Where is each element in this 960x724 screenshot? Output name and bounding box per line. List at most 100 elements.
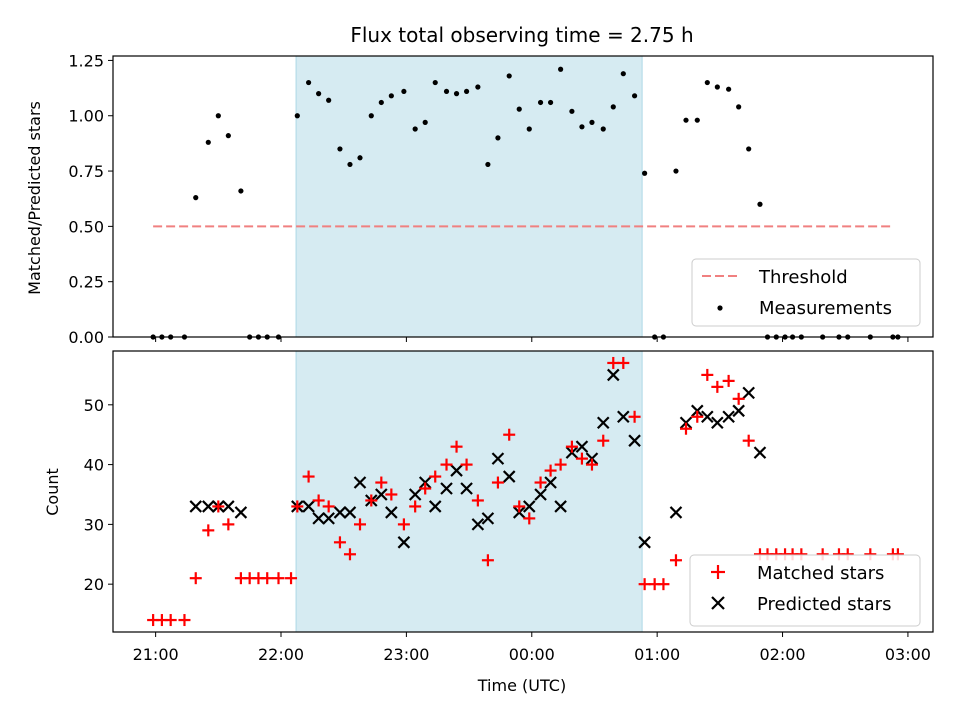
measurement-point: [422, 119, 428, 125]
matched-star-marker: [544, 464, 557, 477]
measurement-point: [746, 146, 752, 152]
matched-star-marker: [597, 434, 610, 447]
measurement-point: [558, 66, 564, 72]
predicted-star-marker: [234, 506, 248, 519]
predicted-star-marker: [669, 506, 683, 519]
count-legend: Matched stars Predicted stars: [689, 554, 921, 627]
count-y-label: Count: [43, 468, 62, 516]
count-panel: 20 30 40 50 21:00 22:00 23:00 00:00 01:00 02:00 0…: [43, 350, 934, 695]
count-y-tick-label: 40: [84, 456, 104, 475]
measurement-point: [569, 108, 575, 114]
predicted-star-marker: [502, 470, 516, 483]
matched-star-marker: [657, 578, 670, 591]
measurement-point: [453, 91, 460, 97]
matched-star-marker: [565, 440, 578, 453]
measurement-point: [757, 201, 763, 207]
ratio-y-tick-label: 1.00: [68, 107, 104, 126]
ratio-y-tick-label: 1.25: [68, 51, 104, 70]
measurement-point: [432, 79, 438, 86]
measurement-points: [150, 66, 901, 340]
measurement-point: [294, 113, 300, 119]
matched-star-marker: [711, 380, 724, 393]
matched-star-marker: [628, 410, 641, 423]
predicted-star-marker: [753, 446, 767, 459]
matched-star-marker: [691, 410, 704, 423]
predicted-star-marker: [353, 476, 367, 489]
measurement-point: [516, 106, 522, 112]
matched-star-marker: [272, 572, 285, 585]
count-y-tick-label: 50: [84, 396, 104, 415]
count-x-ticks: 21:00 22:00 23:00 00:00 01:00 02:00 03:00: [133, 632, 931, 664]
matched-star-marker: [450, 440, 463, 453]
predicted-star-marker: [628, 434, 641, 447]
predicted-star-marker: [189, 500, 203, 513]
matched-stars-legend-swatch: [711, 565, 725, 579]
measurement-point: [443, 88, 450, 95]
ratio-legend-box: [691, 258, 921, 327]
measurement-point: [368, 113, 374, 119]
ratio-y-tick-label: 0.25: [68, 273, 104, 292]
measurement-point: [704, 79, 710, 86]
count-y-tick-label: 30: [84, 515, 104, 534]
predicted-star-marker: [460, 482, 473, 495]
predicted-star-marker: [333, 506, 347, 519]
measurement-point: [631, 93, 638, 99]
count-y-tick-label: 20: [84, 575, 104, 594]
predicted-star-marker: [440, 482, 453, 495]
predicted-star-marker: [575, 440, 589, 453]
measurement-point: [305, 79, 312, 86]
predicted-star-marker: [522, 500, 536, 513]
predicted-star-marker: [322, 512, 335, 525]
measurement-point: [694, 117, 700, 123]
matched-star-marker: [409, 500, 422, 513]
matched-star-marker: [375, 476, 388, 489]
count-x-tick-label: 21:00: [133, 645, 179, 664]
matched-star-marker: [742, 434, 755, 447]
matched-star-marker: [554, 458, 567, 471]
matched-star-marker: [701, 368, 714, 381]
measurement-point: [506, 73, 512, 79]
predicted-star-marker: [711, 416, 724, 430]
matched-star-marker: [575, 452, 588, 465]
count-x-tick-label: 00:00: [509, 645, 555, 664]
measurement-point: [683, 117, 689, 123]
predicted-star-marker: [742, 386, 755, 400]
measurement-point: [205, 139, 211, 145]
matched-star-marker: [722, 374, 735, 387]
predicted-star-marker: [202, 500, 215, 513]
predicted-star-marker: [617, 410, 630, 424]
matched-star-marker: [164, 614, 177, 627]
measurement-point: [388, 93, 394, 99]
predicted-star-marker: [385, 506, 398, 519]
matched-star-marker: [343, 548, 356, 561]
count-x-label: Time (UTC): [477, 676, 566, 695]
count-x-tick-label: 03:00: [885, 645, 931, 664]
ratio-y-label: Matched/Predicted stars: [25, 101, 44, 295]
predicted-star-marker: [343, 506, 357, 519]
measurement-point: [620, 71, 626, 77]
matched-star-marker: [302, 470, 315, 483]
predicted-star-marker: [732, 404, 745, 418]
predicted-star-marker: [302, 500, 315, 513]
matched-star-marker: [471, 494, 484, 507]
predicted-star-marker: [554, 500, 567, 513]
predicted-star-marker: [481, 512, 495, 525]
predicted-star-marker: [375, 488, 388, 501]
matched-star-marker: [189, 572, 202, 585]
matched-star-marker: [222, 518, 235, 531]
ratio-shaded-interval: [295, 55, 643, 338]
matched-star-marker: [481, 554, 494, 567]
measurement-point: [193, 195, 199, 201]
ratio-x-ticks: [155, 337, 909, 342]
predicted-star-marker: [722, 410, 735, 424]
measurement-point: [475, 84, 481, 90]
measurement-point: [526, 126, 532, 132]
measurement-point: [537, 99, 544, 106]
matched-star-marker: [503, 428, 516, 441]
measurements-legend-label: Measurements: [759, 298, 892, 319]
matched-star-marker: [178, 614, 191, 627]
predicted-star-marker: [606, 368, 620, 382]
ratio-y-tick-label: 0.50: [68, 217, 104, 236]
predicted-star-marker: [534, 488, 547, 501]
threshold-legend-label: Threshold: [758, 267, 848, 288]
